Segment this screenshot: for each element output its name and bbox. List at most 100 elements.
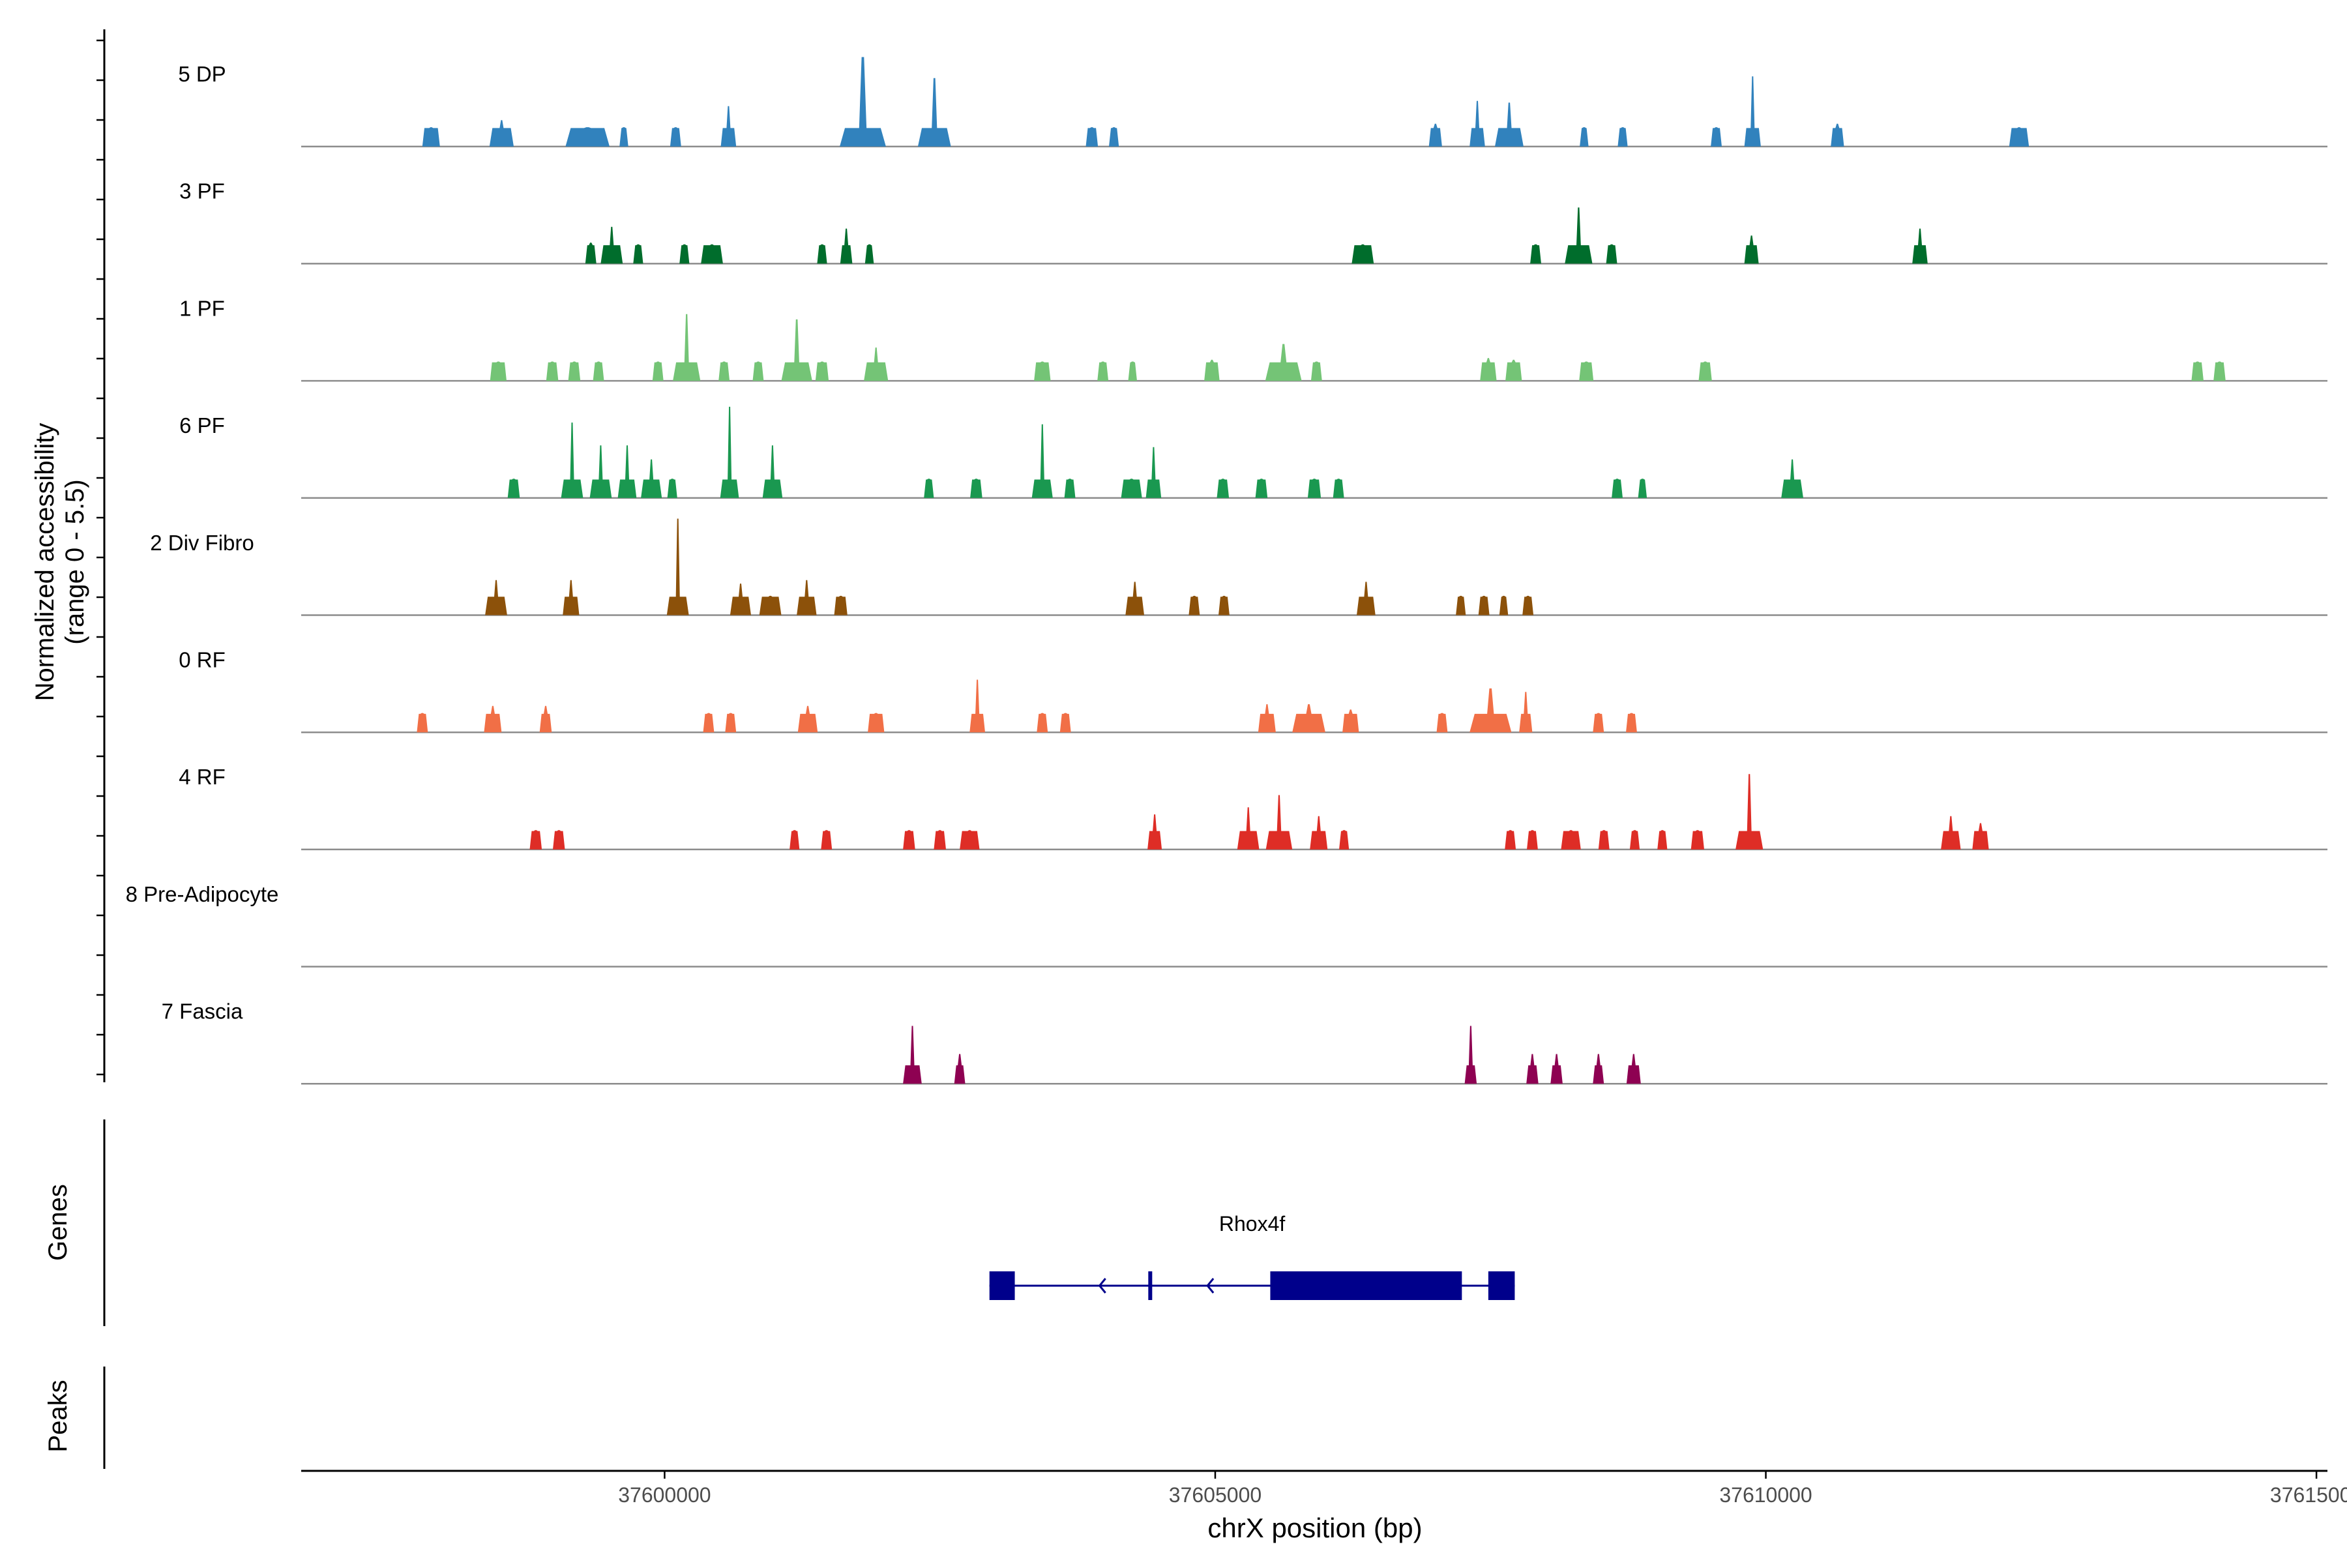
strand-arrow bbox=[1206, 1278, 1215, 1294]
accessibility-peak bbox=[2213, 361, 2226, 381]
x-axis-layer: 37600000 37605000 37610000 37615000 bbox=[301, 1470, 2347, 1507]
track-label: 3 PF bbox=[179, 179, 225, 203]
accessibility-peak bbox=[1469, 100, 1485, 147]
accessibility-peak bbox=[1598, 830, 1610, 850]
accessibility-peak bbox=[1505, 830, 1516, 850]
accessibility-peak bbox=[1258, 704, 1276, 733]
accessibility-peak bbox=[1617, 127, 1628, 147]
accessibility-peak bbox=[563, 580, 580, 615]
strand-arrow bbox=[1098, 1278, 1106, 1294]
accessibility-peak bbox=[1064, 479, 1076, 498]
x-axis-title: chrX position (bp) bbox=[1207, 1513, 1422, 1543]
accessibility-peak bbox=[934, 830, 946, 850]
accessibility-peak bbox=[1255, 479, 1268, 498]
accessibility-peak bbox=[485, 580, 507, 615]
accessibility-peak bbox=[1593, 1054, 1604, 1084]
x-tick-label: 37605000 bbox=[1169, 1483, 1262, 1507]
accessibility-peak bbox=[565, 127, 610, 147]
accessibility-peak bbox=[1972, 823, 1989, 850]
accessibility-peak bbox=[1218, 595, 1230, 615]
accessibility-peak bbox=[1436, 713, 1448, 733]
track-label: 0 RF bbox=[179, 647, 226, 672]
accessibility-peak bbox=[730, 584, 751, 615]
accessibility-peak bbox=[1188, 595, 1200, 615]
accessibility-peak bbox=[868, 713, 885, 733]
accessibility-peak bbox=[1612, 479, 1623, 498]
accessibility-peak bbox=[484, 705, 502, 733]
accessibility-peak bbox=[1505, 359, 1522, 381]
accessibility-peak bbox=[561, 422, 583, 498]
accessibility-peak bbox=[1626, 713, 1637, 733]
accessibility-peak bbox=[864, 244, 874, 264]
track-label: 4 RF bbox=[179, 765, 226, 789]
accessibility-peak bbox=[1265, 344, 1302, 381]
accessibility-peak bbox=[673, 314, 701, 381]
accessibility-peak bbox=[821, 830, 833, 850]
accessibility-peak bbox=[1526, 1054, 1539, 1084]
track-label: 2 Div Fibro bbox=[150, 531, 254, 555]
tracks-layer: 5 DP 3 PF 1 PF 6 PF 2 Div Fibro 0 RF 4 RF 8 Pre… bbox=[126, 57, 2327, 1085]
accessibility-peak bbox=[1550, 1054, 1563, 1084]
accessibility-peak bbox=[1357, 582, 1376, 615]
accessibility-peak bbox=[960, 830, 980, 850]
accessibility-peak bbox=[1031, 424, 1053, 498]
accessibility-peak bbox=[1499, 595, 1509, 615]
accessibility-peak bbox=[1125, 582, 1144, 615]
accessibility-peak bbox=[1657, 830, 1668, 850]
x-tick-label: 37615000 bbox=[2270, 1483, 2347, 1507]
accessibility-peak bbox=[1204, 359, 1220, 381]
accessibility-peak bbox=[666, 518, 689, 615]
accessibility-peak bbox=[1912, 228, 1928, 264]
accessibility-peak bbox=[553, 830, 565, 850]
track-7-fascia: 7 Fascia bbox=[162, 999, 2327, 1085]
accessibility-peak bbox=[633, 244, 643, 264]
accessibility-peak bbox=[1593, 713, 1604, 733]
accessibility-peak bbox=[1059, 713, 1071, 733]
accessibility-peak bbox=[1428, 123, 1442, 147]
genes-panel-title: Genes bbox=[44, 1184, 72, 1261]
y-axis-title-range: (range 0 - 5.5) bbox=[61, 479, 89, 644]
accessibility-peak bbox=[641, 459, 662, 498]
accessibility-peak bbox=[1480, 358, 1497, 381]
accessibility-peak bbox=[1478, 595, 1490, 615]
accessibility-peak bbox=[1698, 361, 1712, 381]
gene-exon bbox=[989, 1271, 1015, 1300]
accessibility-peak bbox=[797, 580, 817, 615]
accessibility-peak bbox=[1781, 459, 1803, 498]
accessibility-peak bbox=[652, 361, 664, 381]
accessibility-peak bbox=[1085, 127, 1099, 147]
accessibility-peak bbox=[593, 361, 604, 381]
accessibility-peak bbox=[1690, 830, 1704, 850]
accessibility-peak bbox=[1310, 816, 1328, 850]
accessibility-peak bbox=[1333, 479, 1344, 498]
accessibility-peak bbox=[1744, 235, 1759, 264]
track-6-pf: 6 PF bbox=[179, 406, 2327, 499]
accessibility-peak bbox=[619, 127, 628, 147]
accessibility-peak bbox=[1217, 479, 1230, 498]
accessibility-peak bbox=[718, 361, 730, 381]
track-2-div-fibro: 2 Div Fibro bbox=[150, 518, 2327, 616]
accessibility-peak bbox=[1351, 244, 1374, 264]
accessibility-peak bbox=[1522, 595, 1534, 615]
accessibility-peak bbox=[1292, 704, 1325, 733]
accessibility-peak bbox=[817, 244, 827, 264]
accessibility-peak bbox=[917, 78, 951, 147]
accessibility-peak bbox=[679, 244, 690, 264]
accessibility-peak bbox=[840, 57, 886, 147]
accessibility-peak bbox=[1530, 244, 1541, 264]
accessibility-peak bbox=[1638, 479, 1647, 498]
accessibility-peak bbox=[1561, 830, 1581, 850]
accessibility-peak bbox=[1456, 595, 1466, 615]
accessibility-peak bbox=[762, 445, 783, 498]
accessibility-peak bbox=[1109, 127, 1119, 147]
gene-exon bbox=[1270, 1271, 1462, 1300]
accessibility-peak bbox=[417, 713, 428, 733]
track-label: 6 PF bbox=[179, 413, 225, 437]
accessibility-peak bbox=[815, 361, 829, 381]
accessibility-peak bbox=[1629, 830, 1640, 850]
accessibility-peak bbox=[2009, 127, 2030, 147]
gene-exon bbox=[1488, 1271, 1515, 1300]
accessibility-peak bbox=[1495, 102, 1524, 147]
accessibility-peak bbox=[903, 1026, 922, 1084]
